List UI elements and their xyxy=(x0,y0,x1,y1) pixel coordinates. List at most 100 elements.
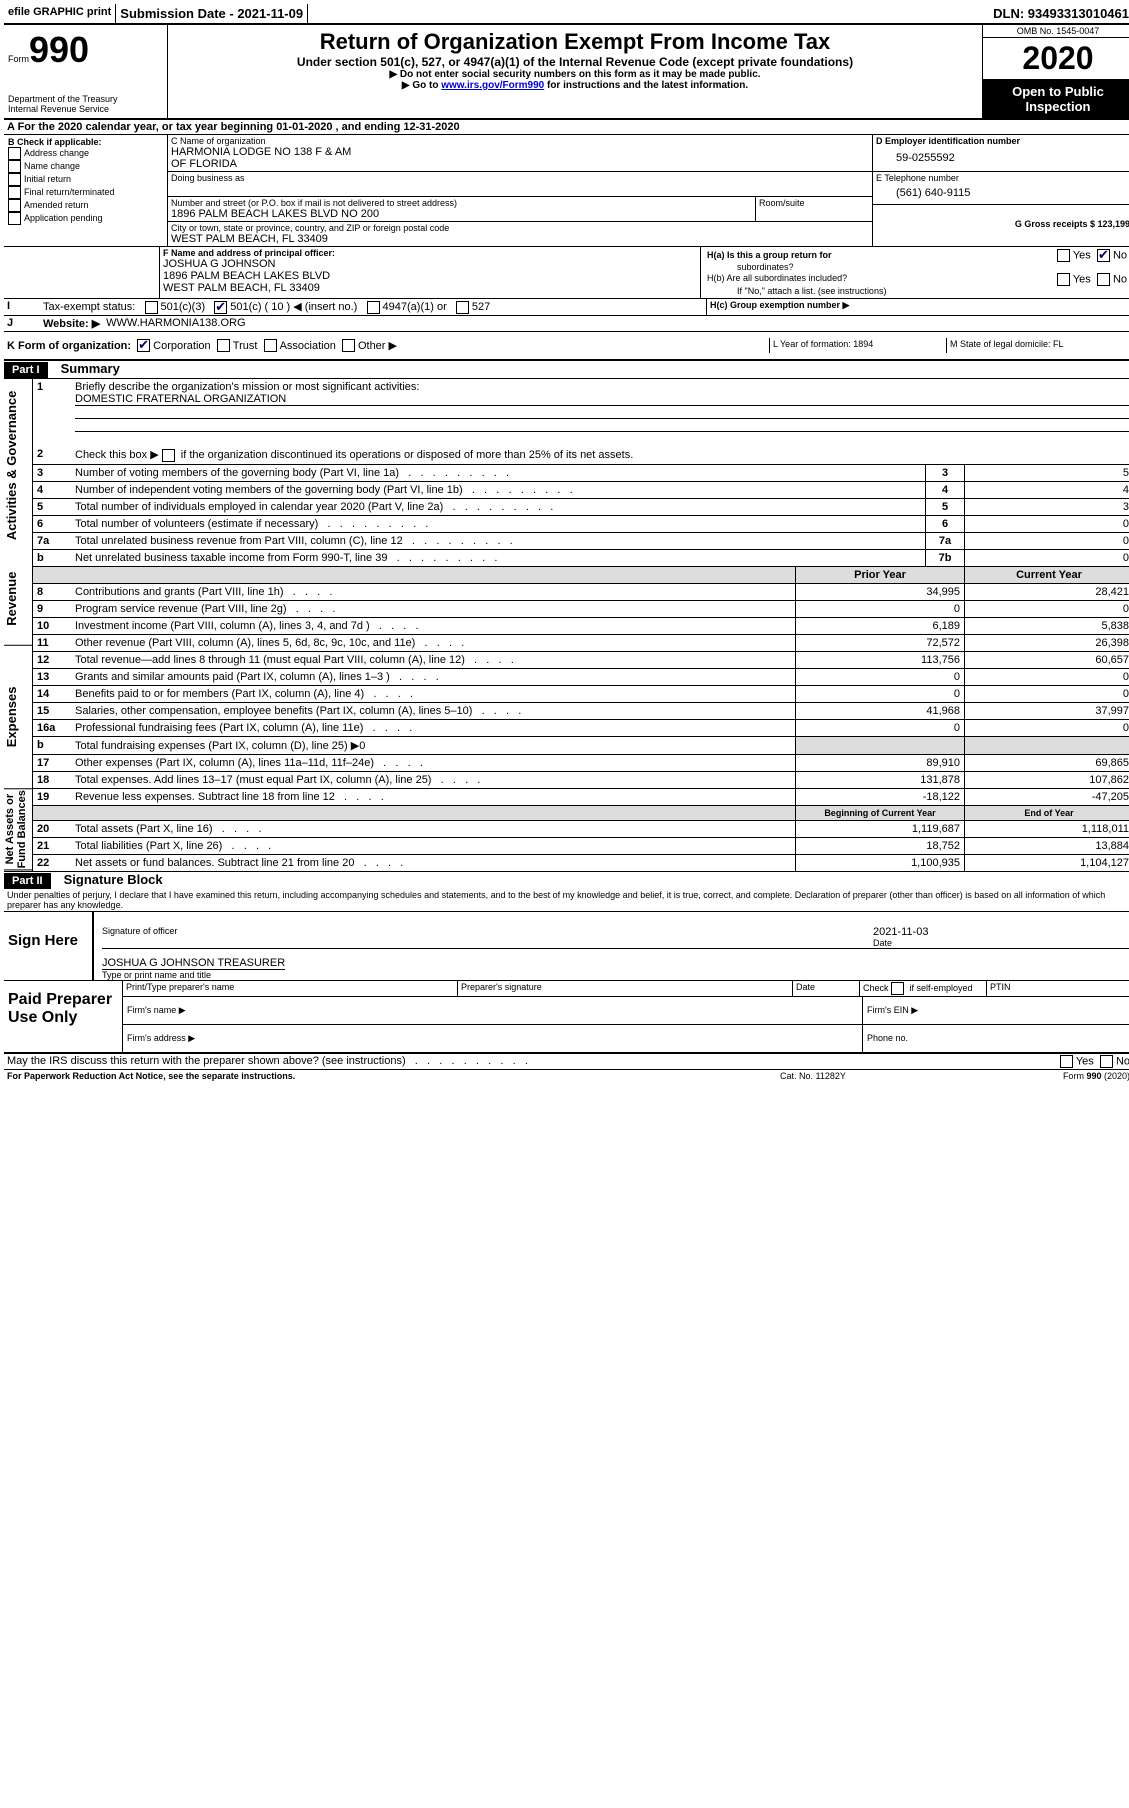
omb-number: OMB No. 1545-0047 xyxy=(983,25,1129,38)
room-label: Room/suite xyxy=(759,198,869,208)
data-row: 22 Net assets or fund balances. Subtract… xyxy=(33,854,1129,871)
b-opt-name[interactable]: Name change xyxy=(8,160,163,173)
data-row: 12 Total revenue—add lines 8 through 11 … xyxy=(33,651,1129,668)
firm-phone-label: Phone no. xyxy=(862,1025,1129,1052)
part2-header: Part II xyxy=(4,873,51,889)
k-assoc[interactable]: Association xyxy=(264,340,336,352)
officer-addr1: 1896 PALM BEACH LAKES BLVD xyxy=(163,270,697,282)
data-row: 8 Contributions and grants (Part VIII, l… xyxy=(33,583,1129,600)
data-row: 16a Professional fundraising fees (Part … xyxy=(33,719,1129,736)
governance-table: 1 Briefly describe the organization's mi… xyxy=(33,379,1129,566)
revenue-table: Prior Year Current Year 8 Contributions … xyxy=(33,566,1129,668)
form990-link[interactable]: www.irs.gov/Form990 xyxy=(441,80,544,91)
tax-year: 2020 xyxy=(983,38,1129,80)
form-note-link: ▶ Go to www.irs.gov/Form990 for instruct… xyxy=(176,80,974,91)
data-row: 15 Salaries, other compensation, employe… xyxy=(33,702,1129,719)
dln-label: DLN: 93493313010461 xyxy=(989,4,1129,23)
part2-header-row: Part II Signature Block xyxy=(4,871,1129,889)
officer-name-title: JOSHUA G JOHNSON TREASURER xyxy=(102,957,285,970)
data-row: 18 Total expenses. Add lines 13–17 (must… xyxy=(33,771,1129,788)
side-governance: Activities & Governance xyxy=(4,379,32,552)
firm-name-label: Firm's name ▶ xyxy=(123,997,862,1024)
discuss-row: May the IRS discuss this return with the… xyxy=(4,1054,1129,1070)
gov-row: 4 Number of independent voting members o… xyxy=(33,481,1129,498)
cat-no: Cat. No. 11282Y xyxy=(780,1071,980,1081)
data-row: b Total fundraising expenses (Part IX, c… xyxy=(33,736,1129,754)
col-current: Current Year xyxy=(965,566,1129,583)
hb-no[interactable]: No xyxy=(1097,273,1127,286)
street-value: 1896 PALM BEACH LAKES BLVD NO 200 xyxy=(171,208,752,220)
data-row: 19 Revenue less expenses. Subtract line … xyxy=(33,788,1129,805)
q2-text[interactable]: Check this box ▶ if the organization dis… xyxy=(71,446,1129,464)
perjury-declaration: Under penalties of perjury, I declare th… xyxy=(4,889,1129,911)
street-label: Number and street (or P.O. box if mail i… xyxy=(171,198,752,208)
self-employed-check[interactable]: Check if self-employed xyxy=(860,981,987,996)
b-opt-amended[interactable]: Amended return xyxy=(8,199,163,212)
q1-label: Briefly describe the organization's miss… xyxy=(75,381,419,393)
tax-year-line: A For the 2020 calendar year, or tax yea… xyxy=(4,120,1129,135)
b-opt-pending[interactable]: Application pending xyxy=(8,212,163,225)
prep-date-label: Date xyxy=(793,981,860,996)
ha-yes[interactable]: Yes xyxy=(1057,249,1091,273)
b-opt-initial[interactable]: Initial return xyxy=(8,173,163,186)
dba-label: Doing business as xyxy=(171,173,869,183)
paid-preparer-block: Paid Preparer Use Only Print/Type prepar… xyxy=(4,981,1129,1054)
officer-name: JOSHUA G JOHNSON xyxy=(163,258,697,270)
discuss-no[interactable]: No xyxy=(1100,1055,1129,1068)
data-row: 10 Investment income (Part VIII, column … xyxy=(33,617,1129,634)
paperwork-notice: For Paperwork Reduction Act Notice, see … xyxy=(7,1071,780,1081)
discuss-yes[interactable]: Yes xyxy=(1060,1055,1094,1068)
k-label: K Form of organization: xyxy=(7,340,131,352)
efile-print-label[interactable]: efile GRAPHIC print xyxy=(4,4,116,23)
i-527[interactable]: 527 xyxy=(456,301,490,313)
q1-value: DOMESTIC FRATERNAL ORGANIZATION xyxy=(75,393,1129,406)
prep-name-label: Print/Type preparer's name xyxy=(123,981,458,996)
k-corp[interactable]: Corporation xyxy=(137,340,210,352)
expenses-table: 13 Grants and similar amounts paid (Part… xyxy=(33,668,1129,805)
i-4947[interactable]: 4947(a)(1) or xyxy=(367,301,447,313)
b-opt-final[interactable]: Final return/terminated xyxy=(8,186,163,199)
gov-row: b Net unrelated business taxable income … xyxy=(33,549,1129,566)
ha-no[interactable]: No xyxy=(1097,249,1127,273)
gov-row: 6 Total number of volunteers (estimate i… xyxy=(33,515,1129,532)
ptin-label: PTIN xyxy=(987,981,1129,996)
col-beginning: Beginning of Current Year xyxy=(796,805,965,820)
officer-group-block: F Name and address of principal officer:… xyxy=(4,246,1129,298)
paid-preparer-label: Paid Preparer Use Only xyxy=(4,981,122,1052)
part1-header: Part I xyxy=(4,362,48,378)
part2-title: Signature Block xyxy=(54,872,163,887)
net-assets-table: Beginning of Current Year End of Year 20… xyxy=(33,805,1129,871)
part1-title: Summary xyxy=(51,361,120,376)
data-row: 13 Grants and similar amounts paid (Part… xyxy=(33,668,1129,685)
sign-here-label: Sign Here xyxy=(4,912,92,980)
i-label: Tax-exempt status: xyxy=(43,301,135,313)
col-end: End of Year xyxy=(965,805,1129,820)
side-revenue: Revenue xyxy=(4,552,32,646)
open-inspection: Open to Public Inspection xyxy=(983,80,1129,118)
i-501c[interactable]: 501(c) ( 10 ) ◀ (insert no.) xyxy=(214,301,357,313)
ein-label: D Employer identification number xyxy=(876,136,1129,146)
sig-date-value: 2021-11-03 xyxy=(873,926,1129,938)
f-label: F Name and address of principal officer: xyxy=(163,248,697,258)
klm-row: K Form of organization: Corporation Trus… xyxy=(4,332,1129,362)
sign-here-block: Sign Here Signature of officer 2021-11-0… xyxy=(4,911,1129,981)
m-state-domicile: M State of legal domicile: FL xyxy=(946,338,1129,354)
type-name-label: Type or print name and title xyxy=(102,970,1129,980)
i-501c3[interactable]: 501(c)(3) xyxy=(145,301,206,313)
k-trust[interactable]: Trust xyxy=(217,340,258,352)
phone-value: (561) 640-9115 xyxy=(876,183,1129,203)
part1-body: Activities & Governance Revenue Expenses… xyxy=(4,378,1129,871)
data-row: 20 Total assets (Part X, line 16) . . . … xyxy=(33,820,1129,837)
gov-row: 3 Number of voting members of the govern… xyxy=(33,464,1129,481)
form-label: Form990 xyxy=(8,29,163,71)
form-header: Form990 Department of the Treasury Inter… xyxy=(4,25,1129,120)
website-value: WWW.HARMONIA138.ORG xyxy=(103,316,248,331)
hb-yes[interactable]: Yes xyxy=(1057,273,1091,286)
part1-header-row: Part I Summary xyxy=(4,361,1129,378)
l-year-formation: L Year of formation: 1894 xyxy=(769,338,946,354)
k-other[interactable]: Other ▶ xyxy=(342,340,397,352)
footer-row: For Paperwork Reduction Act Notice, see … xyxy=(4,1070,1129,1082)
entity-block: B Check if applicable: Address change Na… xyxy=(4,135,1129,246)
ein-value: 59-0255592 xyxy=(876,146,1129,170)
b-opt-address[interactable]: Address change xyxy=(8,147,163,160)
